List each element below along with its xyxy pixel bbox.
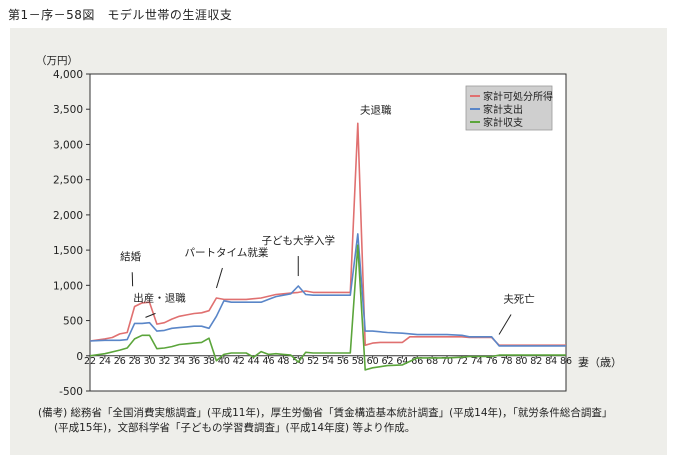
annotation-label: 出産・退職 [133,291,186,304]
x-tick-label: 48 [277,356,289,367]
y-tick-label: 1,500 [53,245,83,257]
annotation-label: 結婚 [120,250,141,263]
x-tick-label: 54 [322,356,334,367]
x-tick-label: 32 [158,356,170,367]
annotation-leader [145,312,156,318]
x-tick-label: 56 [337,356,349,367]
legend-box [465,85,553,131]
x-tick-label: 84 [545,356,557,367]
x-tick-label: 60 [367,356,379,367]
annotation-leader [215,267,223,289]
x-tick-label: 66 [411,356,423,367]
series-line-1 [89,122,566,346]
y-axis-unit-label: （万円） [36,55,78,67]
y-tick-label: 1,000 [53,280,83,292]
y-tick-label: 3,500 [53,104,83,116]
x-tick-label: 34 [173,356,185,367]
x-tick-label: 42 [233,356,245,367]
x-tick-label: 46 [262,356,274,367]
series-line-3 [89,244,566,371]
annotation-label: 子ども大学入学 [262,234,336,247]
y-tick-label: 2,500 [53,175,83,187]
x-tick-label: 36 [188,356,200,367]
x-tick-label: 82 [530,356,542,367]
x-tick-label: 64 [396,356,408,367]
x-tick-label: 30 [143,356,155,367]
x-tick-label: 76 [486,356,498,367]
y-tick-label: -500 [59,386,83,398]
x-tick-label: 62 [381,356,393,367]
x-tick-label: 22 [84,356,96,367]
x-tick-label: 38 [203,356,215,367]
x-tick-label: 28 [129,356,141,367]
series-line-2 [89,233,566,347]
legend-label: 家計収支 [483,116,523,129]
legend-label: 家計可処分所得 [483,90,553,103]
x-tick-label: 80 [515,356,527,367]
annotation-leader [498,314,512,335]
x-tick-label: 40 [218,356,230,367]
x-tick-label: 74 [471,356,483,367]
x-tick-label: 44 [248,356,260,367]
x-tick-label: 58 [352,356,364,367]
x-tick-label: 26 [114,356,126,367]
y-tick-label: 500 [63,316,83,328]
y-tick-label: 4,000 [53,69,83,81]
x-tick-label: 52 [307,356,319,367]
x-tick-label: 68 [426,356,438,367]
x-tick-label: 86 [560,356,572,367]
source-note-line-1: (備考) 総務省「全国消費実態調査」(平成11年)，厚生労働省「賃金構造基本統計… [38,407,613,419]
annotation-label: 夫退職 [360,104,392,116]
x-tick-label: 72 [456,356,468,367]
legend-label: 家計支出 [483,103,523,116]
x-tick-label: 78 [500,356,512,367]
x-tick-label: 24 [99,356,111,367]
y-tick-label: 3,000 [53,139,83,151]
x-axis-label: 妻（歳） [578,356,622,369]
annotation-label: パートタイム就業 [185,246,269,259]
annotation-label: 夫死亡 [503,293,535,306]
source-note: (備考) 総務省「全国消費実態調査」(平成11年)，厚生労働省「賃金構造基本統計… [38,406,658,436]
y-tick-label: 0 [76,351,83,363]
source-note-line-2: (平成15年)，文部科学省「子どもの学習費調査」(平成14年度) 等より作成。 [54,422,416,434]
y-tick-label: 2,000 [53,210,83,222]
figure-title: 第1－序－58図 モデル世帯の生涯収支 [8,8,233,22]
x-tick-label: 70 [441,356,453,367]
